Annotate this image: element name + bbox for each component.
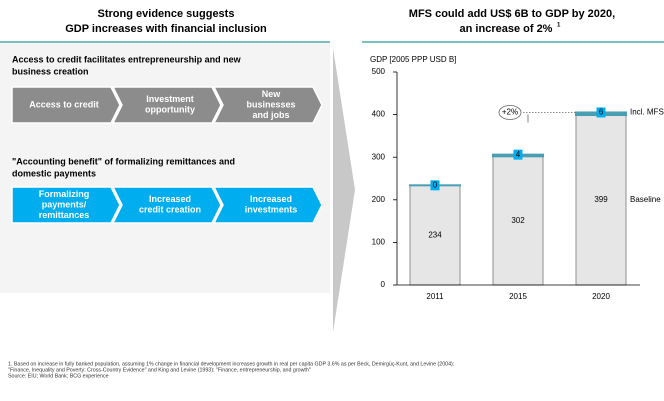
- arrow: [333, 48, 355, 332]
- chevron-label: Access to credit: [29, 99, 99, 109]
- chart-title: an increase of 2%: [460, 23, 553, 35]
- y-tick-label: 100: [372, 238, 386, 247]
- y-tick-label: 0: [381, 280, 386, 289]
- left-heading: GDP increases with financial inclusion: [65, 23, 267, 35]
- section-title: business creation: [12, 66, 89, 76]
- chevron-label: investments: [245, 205, 298, 215]
- value-label: 0: [433, 180, 438, 189]
- chart-title: MFS could add US$ 6B to GDP by 2020,: [409, 8, 615, 20]
- chevron-label: and jobs: [252, 110, 289, 120]
- annotation: +2%: [502, 108, 518, 117]
- bar-segment: [409, 184, 461, 286]
- section-title: domestic payments: [12, 168, 96, 178]
- value-label: 399: [594, 195, 608, 204]
- chevron-label: Formalizing: [39, 189, 90, 199]
- x-tick-label: 2020: [592, 292, 610, 301]
- chevron-label: Investment: [146, 94, 194, 104]
- y-tick-label: 500: [372, 67, 386, 76]
- series-label: Incl. MFS: [630, 108, 664, 117]
- x-tick-label: 2011: [426, 292, 444, 301]
- y-tick-label: 400: [372, 110, 386, 119]
- footnote: Source: EIU; World Bank; BCG experience: [8, 373, 109, 379]
- chevron: [111, 186, 222, 224]
- title-note: 1: [557, 23, 561, 29]
- bar-segment: [492, 155, 544, 286]
- value-label: 4: [516, 150, 521, 159]
- y-tick-label: 300: [372, 152, 386, 161]
- series-label: Baseline: [630, 195, 661, 204]
- axis-label: GDP [2005 PPP USD B]: [370, 55, 456, 64]
- section-title: Access to credit facilitates entrepreneu…: [12, 54, 242, 64]
- chevron-label: credit creation: [139, 205, 201, 215]
- value-label: 234: [428, 230, 442, 239]
- x-tick-label: 2015: [509, 292, 527, 301]
- chevron: [111, 86, 222, 124]
- chevron-label: remittances: [39, 210, 90, 220]
- chevron-label: Increased: [250, 194, 292, 204]
- chevron-label: New: [262, 89, 282, 99]
- chevron-label: businesses: [246, 99, 295, 109]
- left-heading: Strong evidence suggests: [98, 8, 235, 20]
- value-box: [596, 107, 606, 118]
- footnote: 1. Based on increase in fully banked pop…: [8, 361, 454, 367]
- chevron-label: payments/: [42, 199, 87, 209]
- footnote: ''Finance, Inequality and Poverty: Cross…: [8, 367, 311, 373]
- annotation-oval: [498, 105, 522, 120]
- value-box: [430, 180, 440, 191]
- y-tick-label: 200: [372, 195, 386, 204]
- chevron: [11, 186, 121, 224]
- chevron-label: Increased: [149, 194, 191, 204]
- chevron: [212, 186, 323, 224]
- panel: [0, 43, 330, 293]
- chevron-label: opportunity: [145, 105, 195, 115]
- chevron: [212, 86, 323, 124]
- value-label: 302: [511, 216, 525, 225]
- section-title: "Accounting benefit" of formalizing remi…: [12, 156, 235, 166]
- chevron: [11, 86, 121, 124]
- value-box: [513, 149, 523, 160]
- value-label: 6: [599, 108, 604, 117]
